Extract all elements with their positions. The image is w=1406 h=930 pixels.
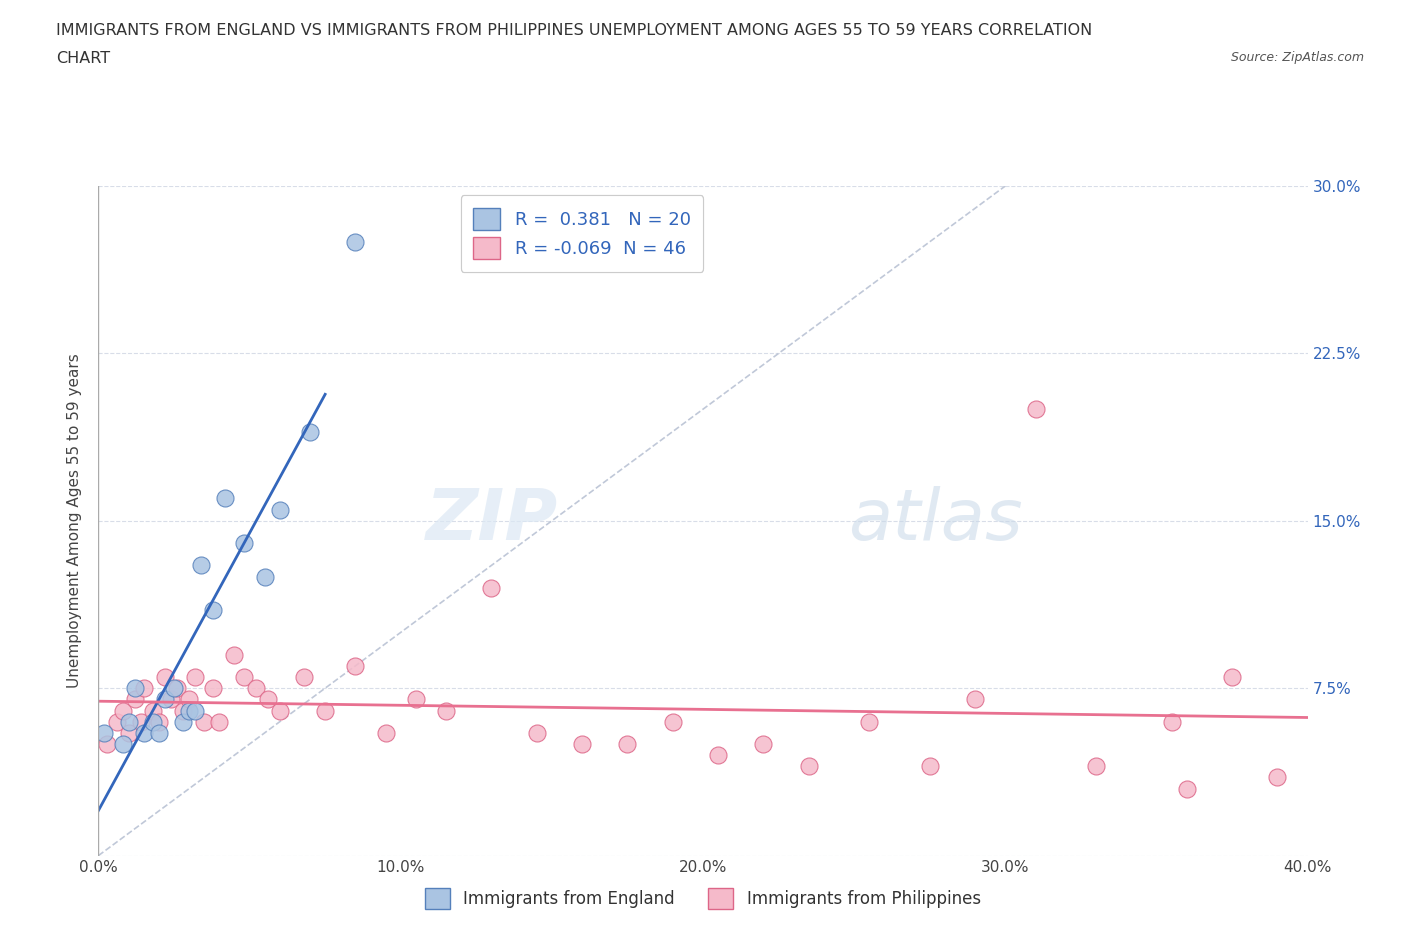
Point bbox=[526, 725, 548, 740]
Point bbox=[344, 234, 367, 249]
Point bbox=[707, 748, 730, 763]
Text: ZIP: ZIP bbox=[426, 486, 558, 555]
Point bbox=[214, 491, 236, 506]
Text: IMMIGRANTS FROM ENGLAND VS IMMIGRANTS FROM PHILIPPINES UNEMPLOYMENT AMONG AGES 5: IMMIGRANTS FROM ENGLAND VS IMMIGRANTS FR… bbox=[56, 23, 1092, 38]
Point bbox=[434, 703, 457, 718]
Point bbox=[132, 725, 155, 740]
Legend: Immigrants from England, Immigrants from Philippines: Immigrants from England, Immigrants from… bbox=[416, 880, 990, 917]
Point bbox=[124, 692, 146, 707]
Point bbox=[224, 647, 246, 662]
Point bbox=[96, 737, 118, 751]
Point bbox=[179, 703, 201, 718]
Point bbox=[129, 714, 152, 729]
Point bbox=[1160, 714, 1182, 729]
Point bbox=[208, 714, 231, 729]
Point bbox=[662, 714, 685, 729]
Point bbox=[118, 725, 141, 740]
Point bbox=[93, 725, 115, 740]
Point bbox=[918, 759, 941, 774]
Point bbox=[1220, 670, 1243, 684]
Point bbox=[184, 670, 207, 684]
Point bbox=[184, 703, 207, 718]
Point bbox=[858, 714, 880, 729]
Point bbox=[193, 714, 215, 729]
Point bbox=[172, 703, 194, 718]
Point bbox=[481, 580, 503, 595]
Point bbox=[111, 737, 134, 751]
Point bbox=[153, 670, 176, 684]
Point bbox=[253, 569, 276, 584]
Point bbox=[314, 703, 336, 718]
Point bbox=[797, 759, 820, 774]
Point bbox=[202, 603, 225, 618]
Point bbox=[616, 737, 638, 751]
Y-axis label: Unemployment Among Ages 55 to 59 years: Unemployment Among Ages 55 to 59 years bbox=[67, 353, 83, 688]
Point bbox=[118, 714, 141, 729]
Point bbox=[148, 725, 170, 740]
Point bbox=[256, 692, 278, 707]
Point bbox=[142, 714, 165, 729]
Point bbox=[172, 714, 194, 729]
Point bbox=[965, 692, 987, 707]
Point bbox=[344, 658, 367, 673]
Point bbox=[269, 703, 291, 718]
Point bbox=[105, 714, 128, 729]
Point bbox=[405, 692, 427, 707]
Point bbox=[111, 703, 134, 718]
Point bbox=[166, 681, 188, 696]
Point bbox=[232, 670, 254, 684]
Point bbox=[202, 681, 225, 696]
Point bbox=[269, 502, 291, 517]
Point bbox=[1085, 759, 1108, 774]
Point bbox=[752, 737, 775, 751]
Point bbox=[292, 670, 315, 684]
Point bbox=[245, 681, 267, 696]
Point bbox=[142, 703, 165, 718]
Point bbox=[153, 692, 176, 707]
Point bbox=[160, 692, 183, 707]
Text: atlas: atlas bbox=[848, 486, 1022, 555]
Legend: R =  0.381   N = 20, R = -0.069  N = 46: R = 0.381 N = 20, R = -0.069 N = 46 bbox=[461, 195, 703, 272]
Point bbox=[1175, 781, 1198, 796]
Point bbox=[1024, 402, 1046, 417]
Point bbox=[179, 692, 201, 707]
Point bbox=[163, 681, 186, 696]
Point bbox=[132, 681, 155, 696]
Point bbox=[571, 737, 593, 751]
Point bbox=[1267, 770, 1289, 785]
Point bbox=[190, 558, 212, 573]
Text: CHART: CHART bbox=[56, 51, 110, 66]
Point bbox=[148, 714, 170, 729]
Point bbox=[124, 681, 146, 696]
Point bbox=[299, 424, 322, 439]
Point bbox=[374, 725, 396, 740]
Text: Source: ZipAtlas.com: Source: ZipAtlas.com bbox=[1230, 51, 1364, 64]
Point bbox=[232, 536, 254, 551]
